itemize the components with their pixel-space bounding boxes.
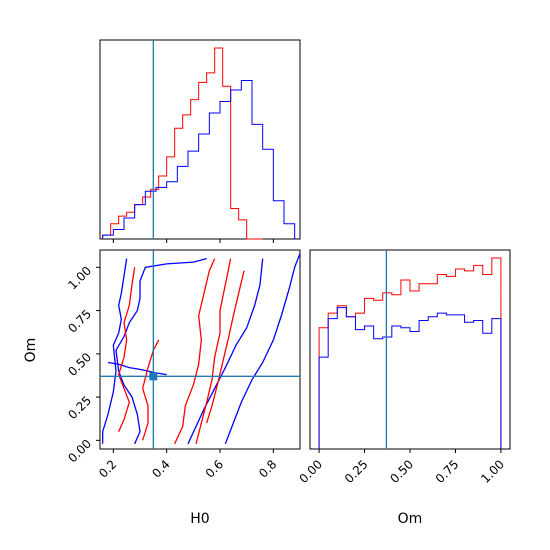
contour-0-4 [107, 361, 167, 376]
contour-ytick-label-1: 0.25 [65, 393, 94, 422]
contour-1-0 [195, 258, 232, 444]
contour-xtick-label-3: 0.8 [256, 457, 279, 480]
hist-om-xtick-label-1: 0.25 [342, 457, 371, 486]
contour-layer [100, 40, 388, 449]
contour-frame [99, 249, 301, 450]
contour-0-3 [115, 258, 207, 445]
contour-ytick-label-0: 0.00 [65, 437, 94, 466]
ylabel-om: Om [23, 338, 39, 363]
hist-om-series-1 [318, 307, 502, 449]
contour-xtick-label-2: 0.6 [203, 457, 226, 480]
contour-xtick-label-1: 0.4 [149, 457, 172, 480]
xlabel-om: Om [398, 511, 423, 527]
contour-xtick-label-0: 0.2 [96, 457, 119, 480]
hist-om-xtick-label-4: 1.00 [478, 457, 507, 486]
contour-0-1 [224, 253, 300, 445]
xlabel-h0: H0 [190, 511, 209, 527]
contour-ytick-label-2: 0.50 [65, 350, 94, 379]
hist-h0-layer [102, 47, 296, 240]
contour-0-0 [102, 258, 128, 444]
contour-ytick-label-3: 0.75 [65, 307, 94, 336]
hist-h0-series-1 [102, 79, 296, 239]
contour-1-1 [206, 270, 245, 424]
hist-h0-frame [99, 39, 301, 240]
hist-om-layer [318, 257, 502, 449]
contour-1-4 [141, 339, 160, 441]
hist-om-xtick-label-0: 0.00 [296, 457, 325, 486]
contour-1-3 [117, 267, 136, 432]
hist-h0-series-0 [102, 47, 263, 240]
contour-lines [102, 253, 300, 445]
contour-ytick-label-4: 1.00 [65, 264, 94, 293]
truth-marker [149, 372, 158, 381]
hist-om-xtick-label-2: 0.50 [387, 457, 416, 486]
contour-1-2 [174, 258, 216, 445]
hist-om-series-0 [318, 257, 502, 449]
contour-0-2 [187, 258, 264, 445]
hist-om-xtick-label-3: 0.75 [433, 457, 462, 486]
